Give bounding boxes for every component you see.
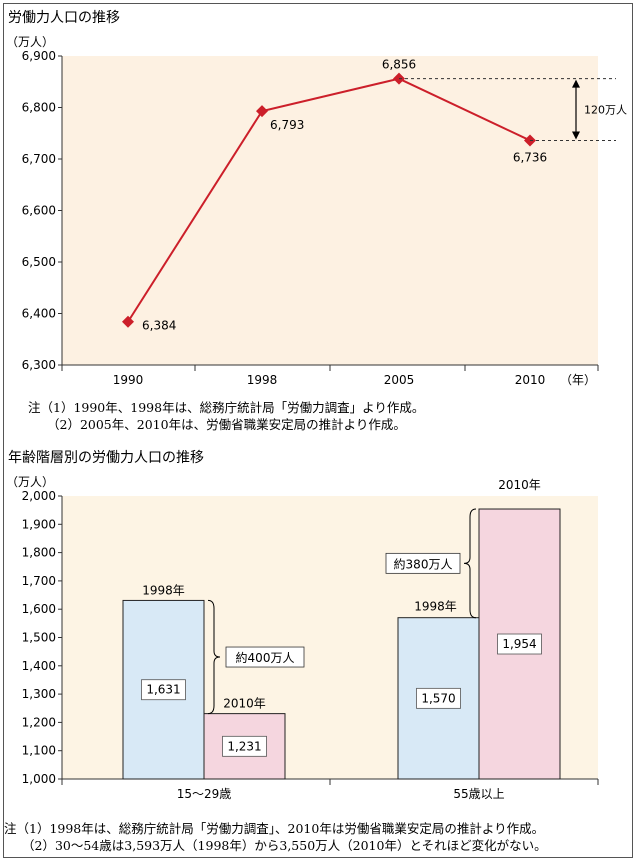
chart1-plot-area [62, 56, 598, 365]
chart1-y-tick-label: 6,700 [22, 152, 56, 166]
chart1-x-tick-label: 1990 [113, 373, 144, 387]
chart2-annotation-box [225, 646, 305, 668]
chart1-line-chart: 6,300 6,400 6,500 6,600 6,700 6,800 6,900 1990 1… [22, 49, 627, 387]
chart2-y-tick-label: 1,200 [22, 715, 56, 729]
chart2-y-tick-label: 1,100 [22, 744, 56, 758]
chart1-data-label: 6,384 [142, 319, 176, 333]
chart1-note-1: 注（1）1990年、1998年は、総務庁統計局「労働力調査」より作成。 [28, 400, 425, 415]
chart2-annotation: 約400万人 [236, 650, 295, 665]
chart2-y-tick-label: 2,000 [22, 489, 56, 503]
chart2-y-tick-label: 1,300 [22, 687, 56, 701]
chart1-x-tick-label: 1998 [247, 373, 278, 387]
chart2-bar-value-label: 1,570 [421, 691, 455, 705]
chart2-y-tick-label: 1,400 [22, 659, 56, 673]
chart1-arrow-head-down [572, 131, 580, 140]
chart2-series-label: 1998年 [414, 600, 457, 614]
chart2-bar-value-box [222, 735, 267, 757]
chart2-bar-value-box [497, 633, 542, 655]
chart2-annotation: 約380万人 [394, 556, 453, 571]
chart2-x-tick-label: 15～29歳 [177, 787, 232, 801]
chart2-note-1: 注（1）1998年は、総務庁統計局「労働力調査」、2010年は労働省職業安定局の… [4, 821, 545, 836]
chart2-y-tick-label: 1,900 [22, 517, 56, 531]
chart1-difference-annotation: 120万人 [584, 104, 627, 117]
chart2-bar-value-box [416, 687, 461, 709]
chart2-series-label: 2010年 [498, 478, 541, 492]
chart2-y-tick-label: 1,800 [22, 546, 56, 560]
chart2-x-tick-label: 55歳以上 [453, 787, 504, 801]
chart1-note-2: （2）2005年、2010年は、労働省職業安定局の推計より作成。 [47, 417, 406, 432]
chart1-y-tick-label: 6,900 [22, 49, 56, 63]
chart2-y-unit: （万人） [6, 475, 55, 489]
chart2-annotation-box [385, 552, 461, 574]
chart2-bar-value-label: 1,631 [146, 683, 180, 697]
chart1-y-unit: （万人） [6, 35, 55, 49]
chart1-x-unit: （年） [560, 373, 596, 387]
chart1-y-tick-label: 6,400 [22, 307, 56, 321]
chart2-brace [207, 599, 221, 715]
chart1-y-tick-label: 6,300 [22, 358, 56, 372]
chart2-bar-value-label: 1,231 [227, 739, 261, 753]
chart2-bar-value-box [141, 679, 186, 701]
chart2-brace [463, 508, 477, 619]
chart2-bar-value-label: 1,954 [502, 637, 536, 651]
chart1-data-label: 6,856 [382, 58, 416, 72]
chart1-series-line [127, 77, 531, 323]
chart2-note-2: （2）30～54歳は3,593万人（1998年）から3,550万人（2010年）… [22, 838, 547, 853]
chart1-data-point [122, 315, 134, 328]
chart2-y-tick-label: 1,600 [22, 602, 56, 616]
chart1-y-tick-label: 6,600 [22, 204, 56, 218]
chart2-y-tick-label: 1,000 [22, 772, 56, 786]
chart2-y-tick-label: 1,500 [22, 631, 56, 645]
chart1-title: 労働力人口の推移 [8, 10, 120, 26]
chart2-series-label: 1998年 [142, 583, 185, 597]
chart1-data-label: 6,793 [270, 118, 304, 132]
chart1-y-tick-label: 6,800 [22, 101, 56, 115]
chart1-data-label: 6,736 [513, 150, 547, 164]
chart1-y-tick-label: 6,500 [22, 255, 56, 269]
chart2-y-tick-label: 1,700 [22, 574, 56, 588]
chart1-x-tick-label: 2005 [384, 373, 415, 387]
chart2-title: 年齢階層別の労働力人口の推移 [8, 450, 204, 466]
chart1-data-point [256, 105, 268, 118]
figure-frame [3, 3, 633, 858]
chart1-arrow-head-up [572, 79, 580, 88]
chart1-x-tick-label: 2010 [515, 373, 546, 387]
chart2-series-label: 2010年 [223, 697, 266, 711]
